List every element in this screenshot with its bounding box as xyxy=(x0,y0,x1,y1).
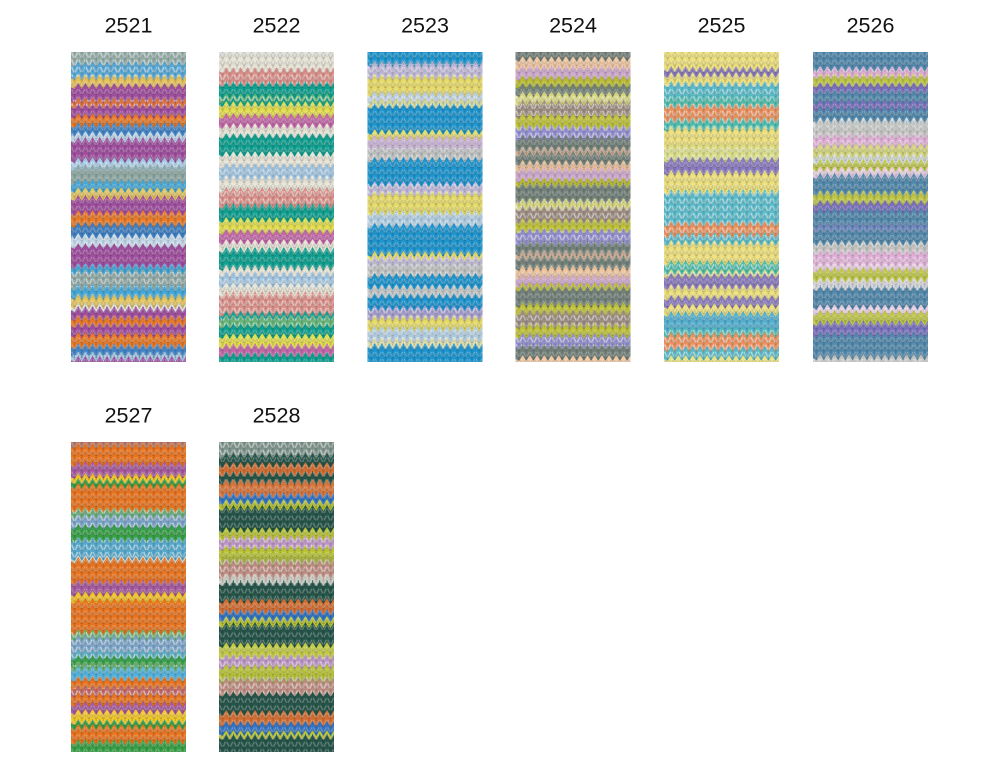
svg-text:2521: 2521 xyxy=(105,14,153,38)
svg-text:2522: 2522 xyxy=(253,14,301,38)
svg-text:2528: 2528 xyxy=(253,404,301,428)
svg-text:2523: 2523 xyxy=(401,14,449,38)
svg-text:2525: 2525 xyxy=(698,14,746,38)
svg-text:2526: 2526 xyxy=(847,14,895,38)
svg-text:2527: 2527 xyxy=(105,404,153,428)
svg-text:2524: 2524 xyxy=(549,14,597,38)
